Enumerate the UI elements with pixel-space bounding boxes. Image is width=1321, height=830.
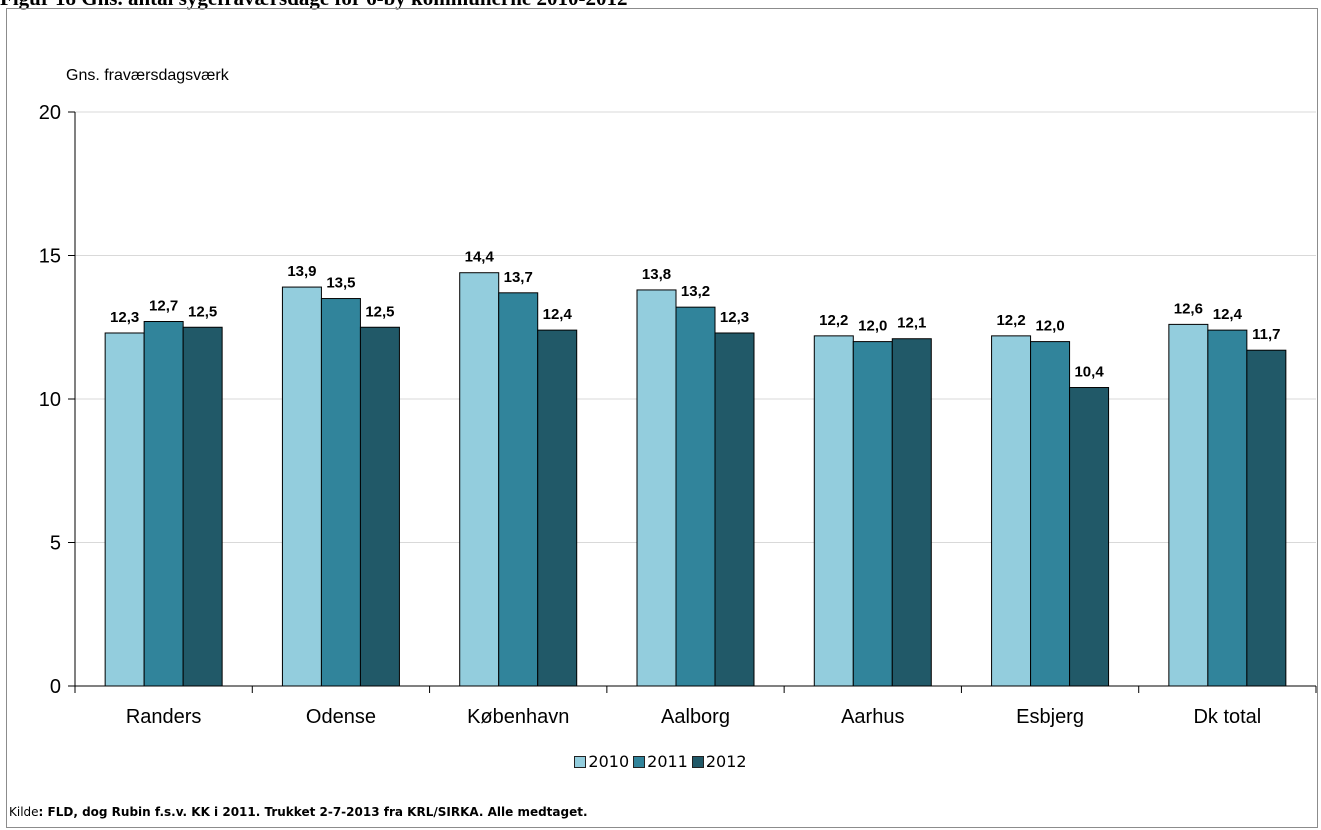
data-label: 10,4 [1074,364,1104,381]
y-tick-label: 15 [39,246,61,268]
x-tick-label: Odense [306,706,376,728]
legend-item: 2010 [574,752,629,771]
source-note: Kilde: FLD, dog Rubin f.s.v. KK i 2011. … [9,805,588,819]
data-label: 13,7 [504,269,533,286]
legend-label: 2012 [705,752,747,771]
bar [1069,387,1110,687]
bar [714,332,755,687]
bar [498,292,539,687]
x-tick-label: Esbjerg [1016,706,1084,728]
bar [891,338,932,687]
bar [459,272,500,687]
y-tick-label: 5 [50,533,61,555]
legend-swatch [574,756,587,768]
bar-chart: Gns. fraværsdagsværk 12,3 12,7 12,5 13,9 13,… [39,67,1317,728]
figure-title: Figur 18 Gns. antal sygefraværsdage for … [0,0,627,10]
bar [813,335,854,687]
bar [182,326,223,687]
source-text: : FLD, dog Rubin f.s.v. KK i 2011. Trukk… [38,805,588,819]
bar [143,321,184,687]
chart-frame [6,8,1318,828]
bar [320,298,361,687]
bar [636,289,677,687]
y-axis-title: Gns. fraværsdagsværk [66,67,230,84]
data-label: 12,5 [188,303,217,320]
bar [991,335,1032,687]
bar [1207,329,1248,687]
legend-swatch [691,756,704,768]
bar [852,341,893,687]
data-label: 12,1 [897,315,926,332]
bar [359,326,400,687]
data-label: 11,7 [1252,326,1280,343]
data-label: 13,9 [287,263,316,280]
axes: 0 5 10 15 20 Randers Odense København Aalborg Aar… [39,102,1317,728]
data-label: 13,5 [326,275,355,292]
bar [1246,349,1287,687]
legend: 2010 2011 2012 [0,752,1321,771]
legend-item: 2011 [633,752,688,771]
bar [281,286,322,687]
x-tick-label: København [467,706,569,728]
bar [1168,323,1209,687]
data-label: 12,5 [365,303,394,320]
data-label: 14,4 [465,249,495,266]
data-label: 13,2 [681,283,710,300]
x-tick-label: Dk total [1193,706,1261,728]
y-tick-label: 0 [50,676,61,698]
y-tick-label: 10 [39,389,61,411]
data-label: 12,0 [858,318,887,335]
x-tick-label: Aarhus [841,706,904,728]
data-labels: 12,3 12,7 12,5 13,9 13,5 12,5 14,4 13,7 12,4 13,8… [110,249,1281,381]
data-label: 12,0 [1035,318,1064,335]
data-label: 12,3 [110,309,139,326]
y-tick-label: 20 [39,102,61,124]
data-label: 12,3 [720,309,749,326]
data-label: 12,6 [1174,300,1203,317]
bar [1030,341,1071,687]
legend-swatch [633,756,646,768]
data-label: 12,7 [149,298,178,315]
data-label: 12,4 [543,306,573,323]
source-label: Kilde [9,805,39,819]
data-label: 13,8 [642,266,671,283]
bars [104,272,1287,687]
data-label: 12,2 [996,312,1025,329]
legend-item: 2012 [691,752,747,771]
legend-label: 2010 [588,752,630,771]
x-tick-label: Aalborg [661,706,730,728]
x-tick-label: Randers [126,706,202,728]
legend-label: 2011 [647,752,688,771]
bar [104,332,145,687]
data-label: 12,4 [1213,306,1243,323]
bar [675,306,716,687]
bar [537,329,578,687]
data-label: 12,2 [819,312,848,329]
